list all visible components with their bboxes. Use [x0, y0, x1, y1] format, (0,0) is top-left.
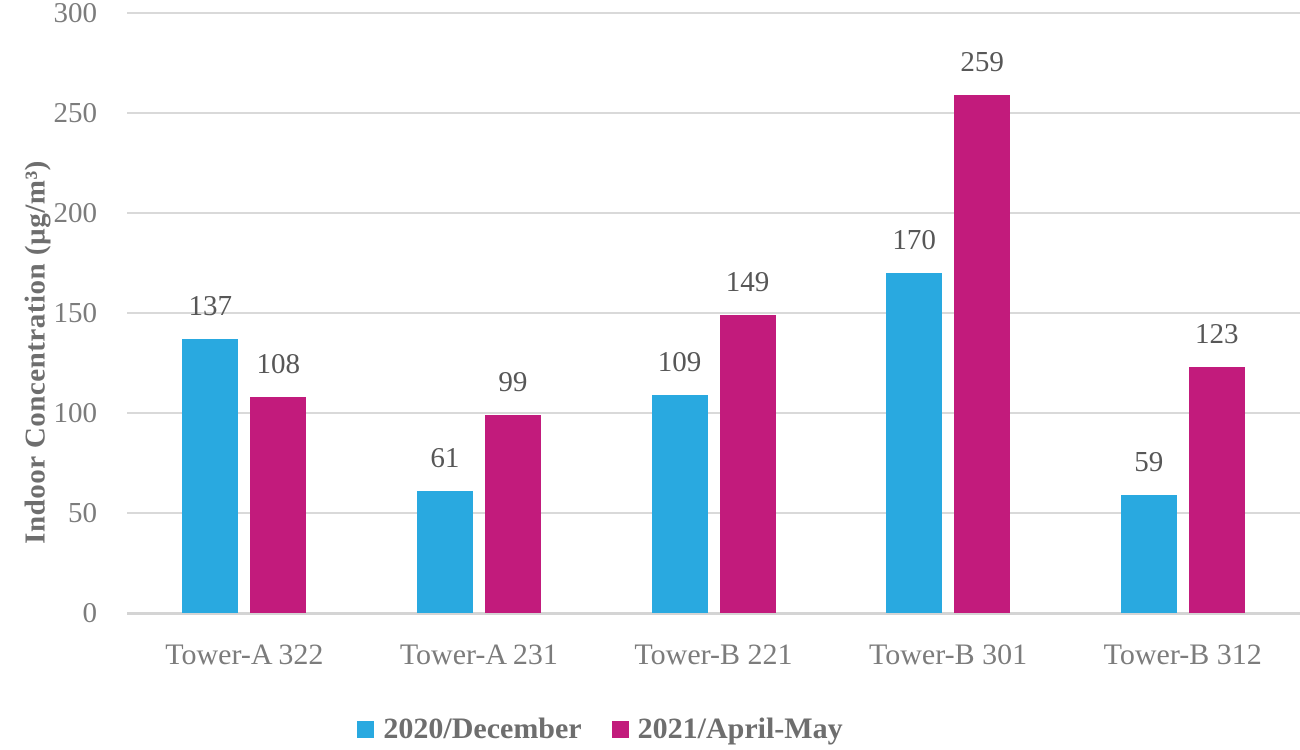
legend-swatch-icon: [357, 720, 375, 738]
x-axis-label-tower-b-312: Tower-B 312: [1103, 638, 1262, 671]
y-tick-label: 50: [68, 497, 97, 529]
x-axis-label-tower-a-231: Tower-A 231: [399, 638, 558, 671]
bar-value-label: 109: [657, 346, 702, 378]
y-tick-label: 200: [53, 197, 98, 229]
gridline: [127, 412, 1300, 414]
x-axis-line: [127, 612, 1300, 615]
bar-2020-december-tower-b-221: [651, 395, 708, 613]
gridline: [127, 12, 1300, 14]
bar-value-label: 123: [1194, 318, 1239, 350]
x-axis-label-tower-b-221: Tower-B 221: [634, 638, 793, 671]
bar-2021-april-may-tower-b-221: [719, 315, 776, 613]
bar-value-label: 170: [892, 224, 936, 256]
bar-value-label: 259: [960, 46, 1004, 78]
gridline: [127, 512, 1300, 514]
x-axis-label-tower-a-322: Tower-A 322: [165, 638, 324, 671]
y-tick-label: 0: [82, 597, 98, 629]
legend-item-2020-december: 2020/December: [357, 712, 582, 746]
bar-2021-april-may-tower-a-231: [484, 415, 541, 613]
gridline: [127, 312, 1300, 314]
bar-2021-april-may-tower-b-301: [954, 95, 1011, 613]
y-tick-label: 300: [53, 0, 98, 29]
plot-area: 137 108 61 99 109 149 170 259 59 123: [127, 12, 1300, 615]
bar-value-label: 59: [1134, 446, 1164, 478]
bar-2020-december-tower-a-322: [182, 339, 239, 613]
bar-value-label: 61: [430, 442, 460, 474]
bar-value-label: 137: [188, 290, 233, 322]
y-tick-label: 150: [53, 297, 98, 329]
legend-label: 2021/April-May: [637, 712, 843, 745]
legend-swatch-icon: [611, 720, 629, 738]
bar-value-label: 149: [725, 266, 770, 298]
gridline: [127, 112, 1300, 114]
bar-2021-april-may-tower-a-322: [250, 397, 307, 613]
y-tick-label: 100: [53, 397, 98, 429]
legend-label: 2020/December: [383, 712, 582, 745]
bar-2020-december-tower-b-312: [1120, 495, 1177, 613]
bar-2021-april-may-tower-b-312: [1188, 367, 1245, 613]
bar-value-label: 99: [498, 366, 528, 398]
bar-value-label: 108: [256, 348, 301, 380]
y-tick-label: 250: [53, 97, 98, 129]
legend-item-2021-april-may: 2021/April-May: [611, 712, 843, 746]
x-axis-label-tower-b-301: Tower-B 301: [869, 638, 1028, 671]
bar-2020-december-tower-a-231: [416, 491, 473, 613]
gridline: [127, 212, 1300, 214]
bar-2020-december-tower-b-301: [886, 273, 943, 613]
legend: 2020/December 2021/April-May: [0, 712, 1200, 746]
